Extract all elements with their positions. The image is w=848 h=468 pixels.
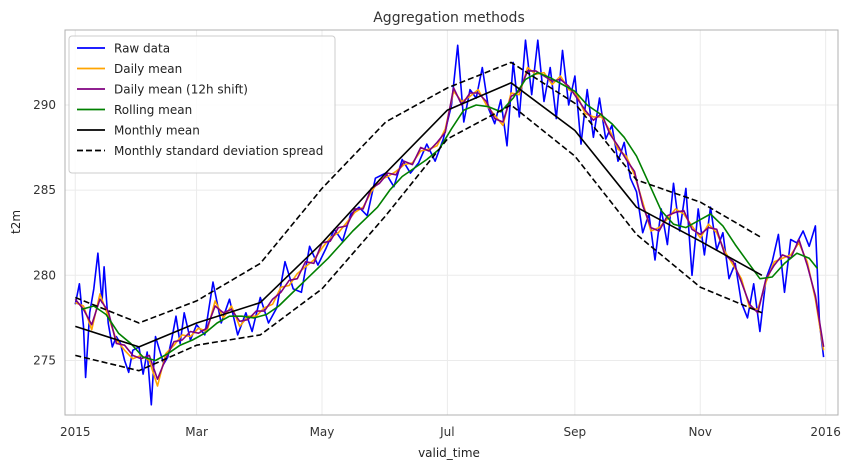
y-axis-ticks: 275 280 285 290 bbox=[33, 98, 56, 368]
legend-label: Monthly standard deviation spread bbox=[114, 144, 323, 158]
x-tick-label: May bbox=[310, 425, 335, 439]
series-raw-data bbox=[74, 39, 825, 406]
series-monthly-mean bbox=[75, 82, 763, 348]
legend: Raw data Daily mean Daily mean (12h shift)… bbox=[68, 35, 336, 174]
x-tick-label: 2015 bbox=[60, 425, 91, 439]
y-tick-label: 285 bbox=[33, 183, 56, 197]
series-layer bbox=[74, 39, 825, 406]
x-tick-label: Mar bbox=[185, 425, 208, 439]
series-rolling-mean bbox=[81, 71, 819, 362]
x-tick-label: Nov bbox=[689, 425, 712, 439]
y-tick-label: 290 bbox=[33, 98, 56, 112]
plot-frame bbox=[64, 29, 839, 416]
legend-label: Raw data bbox=[114, 42, 170, 56]
legend-label: Daily mean bbox=[114, 62, 182, 76]
y-tick-label: 275 bbox=[33, 353, 56, 367]
y-tick-label: 280 bbox=[33, 268, 56, 282]
x-axis-ticks: 2015 Mar May Jul Sep Nov 2016 bbox=[60, 425, 841, 439]
legend-box bbox=[68, 35, 336, 174]
chart-title: Aggregation methods bbox=[373, 10, 525, 26]
legend-label: Monthly mean bbox=[114, 124, 200, 138]
x-tick-label: Jul bbox=[439, 425, 454, 439]
series-monthly-standard-deviation-spread-upper bbox=[75, 61, 763, 324]
x-axis-label: valid_time bbox=[418, 446, 480, 460]
legend-label: Rolling mean bbox=[114, 103, 192, 117]
series-monthly-standard-deviation-spread-lower bbox=[75, 104, 763, 372]
x-tick-label: Sep bbox=[564, 425, 587, 439]
legend-label: Daily mean (12h shift) bbox=[114, 83, 248, 97]
y-axis-label: t2m bbox=[9, 210, 23, 234]
x-tick-label: 2016 bbox=[810, 425, 841, 439]
